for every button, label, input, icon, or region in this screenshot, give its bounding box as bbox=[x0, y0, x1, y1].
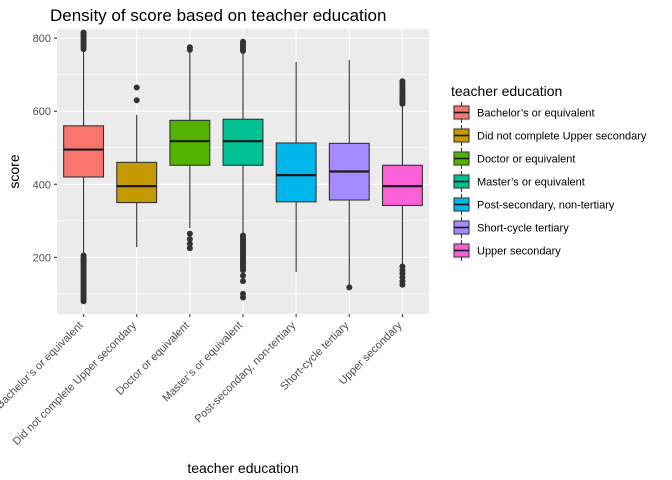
y-tick-label: 600 bbox=[33, 106, 51, 118]
outlier-point bbox=[80, 29, 87, 36]
outlier-point bbox=[186, 230, 193, 237]
outlier-point bbox=[240, 267, 246, 274]
legend-item-1: Bachelor’s or equivalent bbox=[453, 102, 595, 123]
y-axis-title: score bbox=[6, 154, 22, 188]
outlier-point bbox=[186, 245, 193, 252]
legend-label: Master’s or equivalent bbox=[477, 177, 585, 189]
legend: teacher education Bachelor’s or equivale… bbox=[451, 83, 647, 261]
legend-title: teacher education bbox=[451, 83, 562, 99]
outlier-point bbox=[133, 97, 140, 104]
box-5 bbox=[275, 61, 317, 272]
box-rect bbox=[275, 142, 317, 203]
legend-item-2: Did not complete Upper secondary bbox=[453, 125, 647, 146]
outlier-point bbox=[240, 272, 246, 279]
box-2 bbox=[116, 84, 158, 248]
box-1 bbox=[63, 29, 105, 305]
box-4 bbox=[222, 38, 264, 301]
outlier-point bbox=[346, 284, 353, 291]
legend-label: Bachelor’s or equivalent bbox=[477, 108, 595, 120]
outlier-point bbox=[240, 294, 246, 301]
chart-title: Density of score based on teacher educat… bbox=[50, 6, 386, 25]
outlier-point bbox=[80, 298, 87, 305]
x-tick-label: Bachelor’s or equivalent bbox=[0, 320, 86, 412]
legend-item-3: Doctor or equivalent bbox=[453, 148, 575, 169]
legend-item-5: Post-secondary, non-tertiary bbox=[453, 194, 615, 215]
box-rect bbox=[116, 161, 158, 204]
outlier-point bbox=[399, 78, 406, 85]
legend-label: Doctor or equivalent bbox=[477, 154, 575, 166]
legend-item-7: Upper secondary bbox=[453, 240, 561, 261]
y-tick-label: 400 bbox=[33, 179, 51, 191]
box-3 bbox=[169, 44, 211, 252]
x-axis-title: teacher education bbox=[187, 460, 298, 476]
legend-label: Short-cycle tertiary bbox=[477, 223, 569, 235]
legend-item-6: Short-cycle tertiary bbox=[453, 217, 569, 238]
outlier-point bbox=[399, 281, 406, 288]
legend-label: Did not complete Upper secondary bbox=[477, 131, 647, 143]
outlier-point bbox=[186, 240, 193, 247]
outlier-point bbox=[240, 278, 246, 285]
x-tick-label: Post-secondary, non-tertiary bbox=[193, 319, 299, 425]
box-rect bbox=[169, 119, 211, 166]
legend-label: Upper secondary bbox=[477, 246, 561, 258]
box-7 bbox=[381, 78, 423, 288]
legend-label: Post-secondary, non-tertiary bbox=[477, 200, 615, 212]
box-rect bbox=[63, 125, 105, 178]
box-6 bbox=[328, 60, 370, 291]
box-layer bbox=[63, 29, 423, 305]
outlier-point bbox=[186, 44, 193, 51]
y-tick-label: 200 bbox=[33, 252, 51, 264]
y-tick-label: 800 bbox=[33, 33, 51, 45]
y-axis: 200 400 600 800 bbox=[33, 33, 57, 264]
outlier-point bbox=[186, 236, 193, 243]
legend-item-4: Master’s or equivalent bbox=[453, 171, 585, 192]
outlier-point bbox=[133, 84, 140, 91]
outlier-point bbox=[240, 38, 246, 45]
